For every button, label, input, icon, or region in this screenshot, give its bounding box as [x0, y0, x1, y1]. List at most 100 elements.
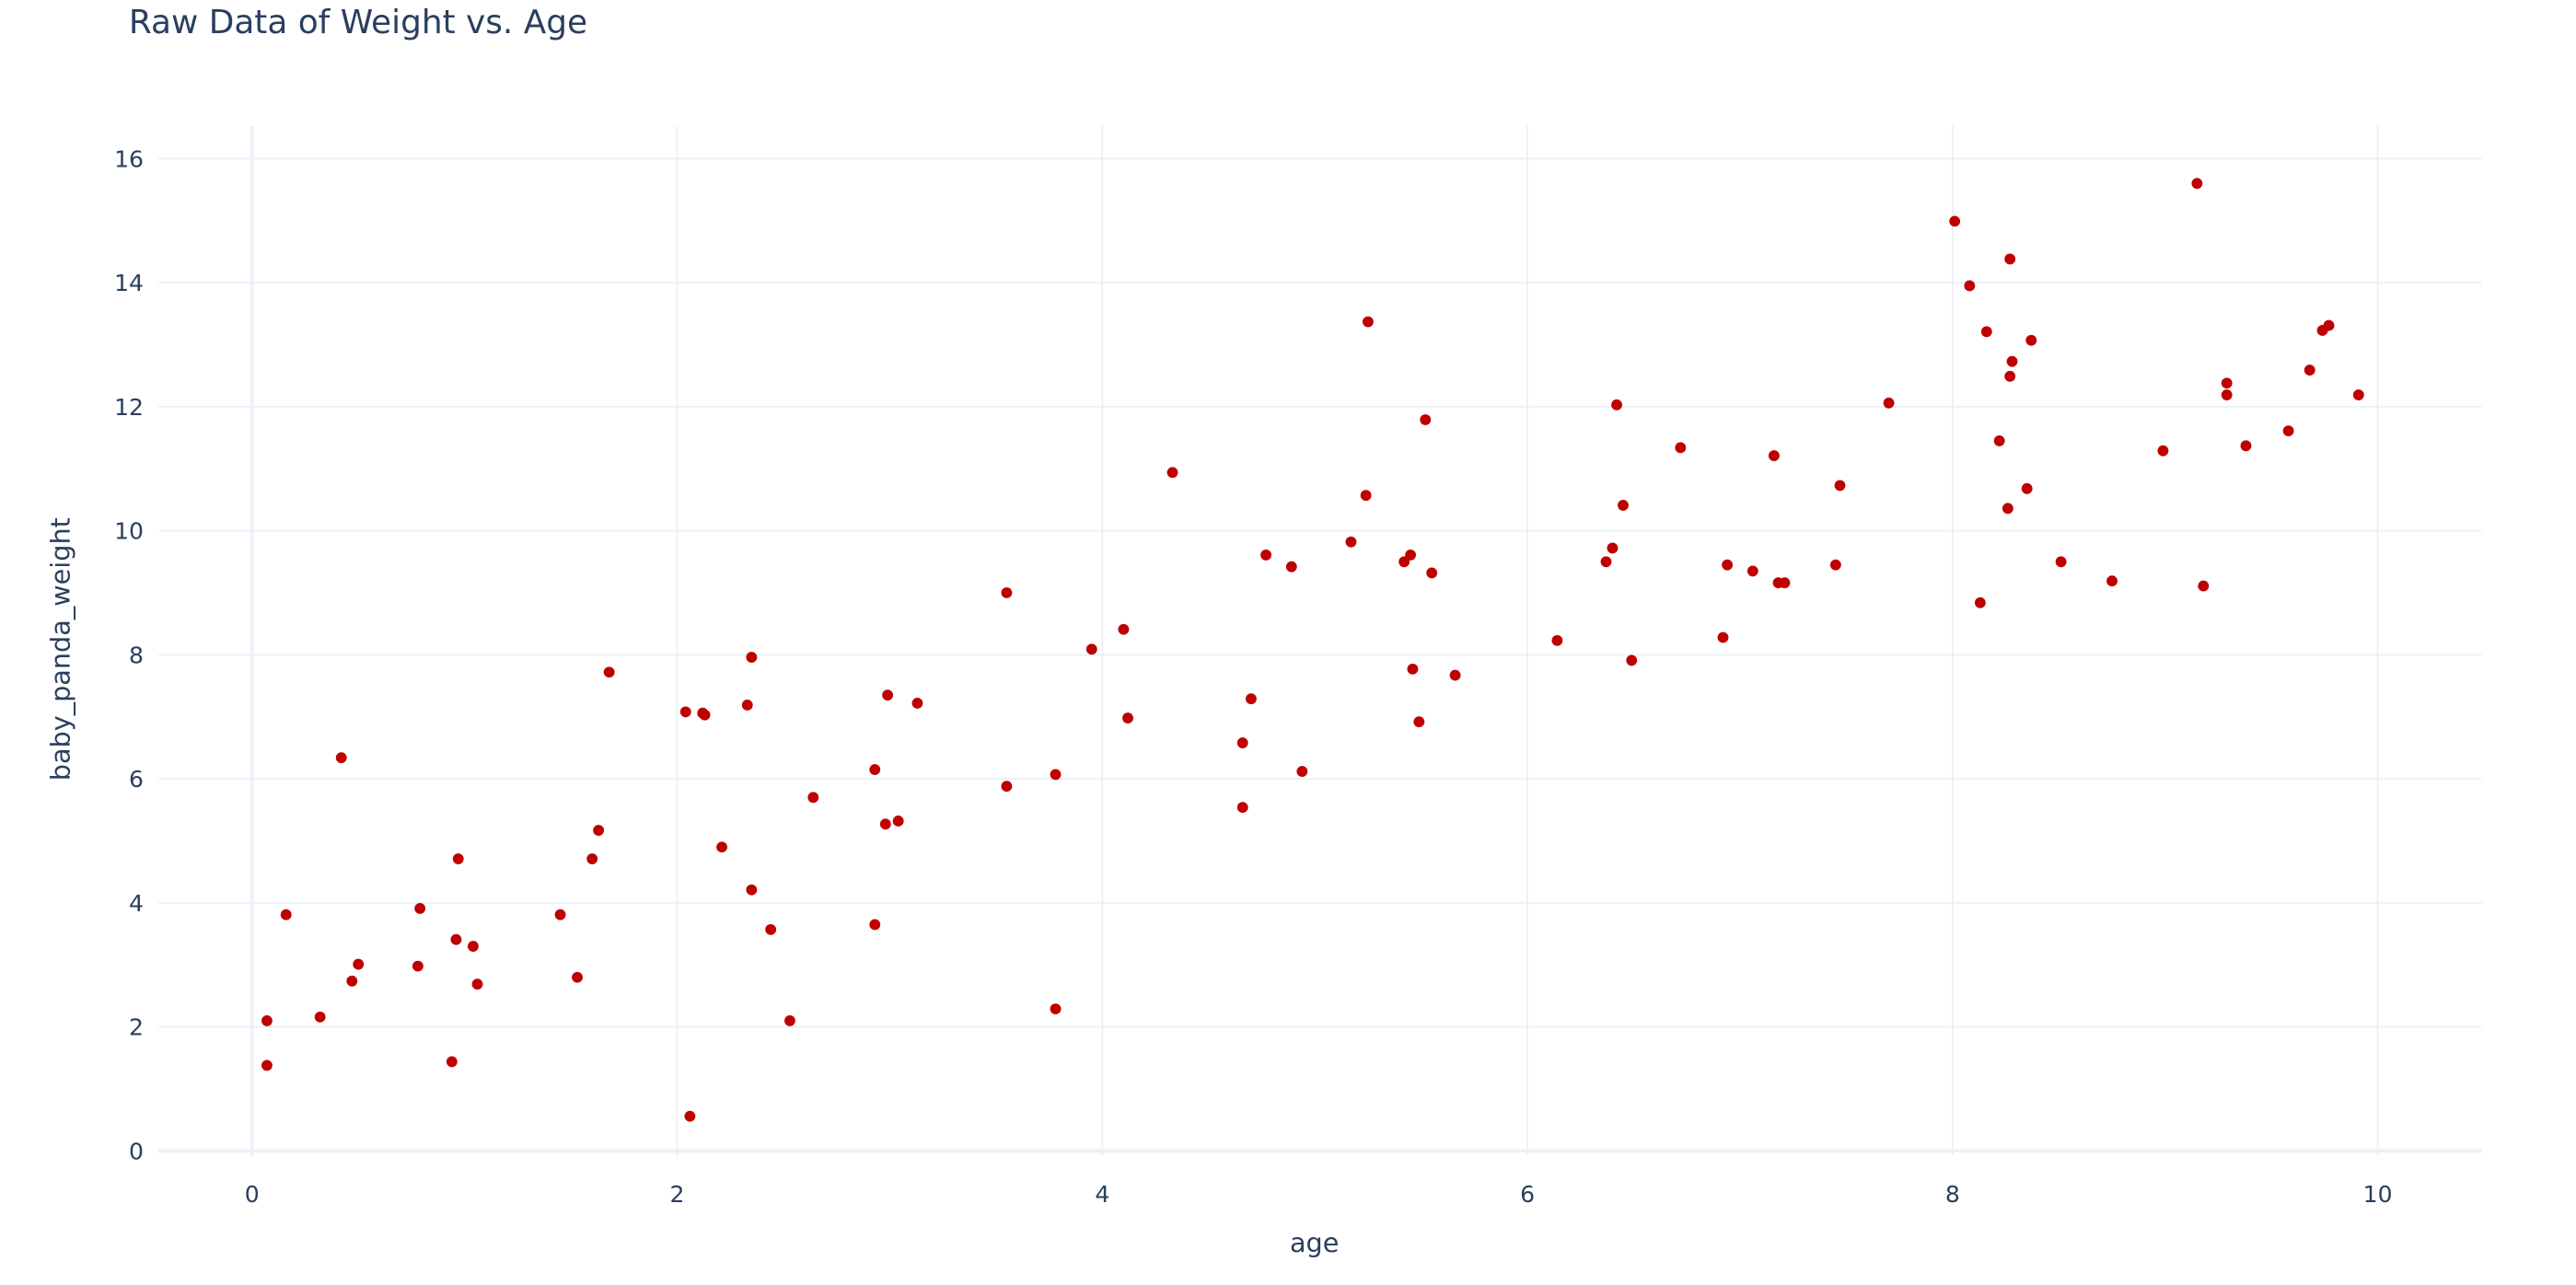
data-point[interactable] — [2004, 370, 2016, 382]
data-point[interactable] — [2002, 503, 2013, 515]
data-point[interactable] — [1449, 669, 1461, 681]
data-point[interactable] — [261, 1059, 273, 1071]
data-point[interactable] — [684, 1110, 696, 1122]
data-point[interactable] — [1722, 559, 1734, 571]
data-point[interactable] — [471, 978, 483, 990]
data-point[interactable] — [1949, 215, 1961, 227]
data-point[interactable] — [2221, 377, 2233, 389]
data-point[interactable] — [1964, 280, 1976, 292]
data-point[interactable] — [2240, 440, 2252, 452]
data-point[interactable] — [335, 752, 347, 764]
data-point[interactable] — [1122, 712, 1133, 724]
data-point[interactable] — [1611, 399, 1622, 411]
data-point[interactable] — [1420, 414, 1432, 425]
data-point[interactable] — [2198, 580, 2210, 592]
x-tick-label: 6 — [1520, 1181, 1535, 1208]
data-point[interactable] — [882, 689, 894, 701]
y-tick-label: 8 — [129, 642, 144, 668]
data-point[interactable] — [1746, 565, 1758, 577]
data-point[interactable] — [765, 923, 777, 935]
data-point[interactable] — [1345, 536, 1357, 548]
data-point[interactable] — [2025, 334, 2037, 346]
data-point[interactable] — [1883, 397, 1895, 409]
data-point[interactable] — [1296, 766, 1308, 777]
data-point[interactable] — [1405, 549, 1417, 561]
data-point[interactable] — [1050, 769, 1062, 781]
data-point[interactable] — [869, 764, 881, 775]
data-point[interactable] — [1363, 316, 1374, 328]
data-point[interactable] — [1974, 596, 1986, 608]
data-point[interactable] — [679, 706, 691, 718]
data-point[interactable] — [603, 666, 615, 678]
data-point[interactable] — [1600, 556, 1612, 568]
data-point[interactable] — [2303, 365, 2315, 376]
data-point[interactable] — [467, 941, 479, 952]
data-point[interactable] — [1993, 434, 2005, 446]
data-point[interactable] — [1085, 643, 1097, 655]
data-point[interactable] — [280, 909, 292, 920]
data-point[interactable] — [1618, 500, 1629, 511]
data-point[interactable] — [2323, 319, 2335, 331]
data-point[interactable] — [2282, 425, 2294, 437]
data-point[interactable] — [2221, 389, 2233, 400]
data-point[interactable] — [746, 884, 758, 896]
data-point[interactable] — [1426, 567, 1438, 579]
data-point[interactable] — [1980, 326, 1992, 338]
data-point[interactable] — [446, 1056, 458, 1068]
data-point[interactable] — [2106, 575, 2118, 587]
data-point[interactable] — [1398, 556, 1410, 568]
data-point[interactable] — [572, 971, 583, 983]
data-point[interactable] — [699, 709, 711, 721]
data-point[interactable] — [452, 853, 464, 864]
data-point[interactable] — [911, 698, 923, 709]
data-point[interactable] — [1285, 561, 1297, 573]
data-point[interactable] — [1407, 663, 1419, 675]
data-point[interactable] — [1607, 542, 1619, 554]
data-point[interactable] — [261, 1014, 273, 1026]
data-point[interactable] — [412, 960, 424, 972]
data-point[interactable] — [1166, 467, 1178, 479]
data-point[interactable] — [1675, 442, 1687, 454]
data-point[interactable] — [1779, 577, 1791, 589]
data-point[interactable] — [1413, 716, 1425, 728]
data-point[interactable] — [1829, 559, 1841, 571]
data-point[interactable] — [1360, 490, 1372, 502]
data-point[interactable] — [2021, 482, 2033, 494]
data-point[interactable] — [1050, 1003, 1062, 1015]
data-point[interactable] — [1236, 802, 1248, 814]
data-point[interactable] — [2004, 253, 2016, 265]
data-point[interactable] — [346, 975, 358, 987]
y-tick-label: 12 — [114, 394, 144, 421]
data-point[interactable] — [807, 792, 819, 804]
data-point[interactable] — [746, 652, 758, 663]
data-point[interactable] — [2055, 556, 2067, 568]
data-point[interactable] — [716, 841, 727, 853]
data-point[interactable] — [353, 958, 365, 970]
data-point[interactable] — [1001, 781, 1013, 793]
data-point[interactable] — [869, 919, 881, 931]
data-point[interactable] — [1834, 480, 1846, 492]
data-point[interactable] — [2157, 445, 2169, 457]
data-point[interactable] — [2352, 389, 2364, 400]
data-point[interactable] — [1260, 549, 1272, 561]
data-point[interactable] — [554, 909, 566, 920]
data-point[interactable] — [1717, 631, 1729, 643]
data-point[interactable] — [1551, 634, 1563, 646]
data-point[interactable] — [1768, 450, 1780, 461]
data-point[interactable] — [1001, 587, 1013, 598]
data-point[interactable] — [414, 903, 426, 914]
data-point[interactable] — [1246, 693, 1257, 705]
data-point[interactable] — [2006, 355, 2018, 367]
data-point[interactable] — [741, 700, 753, 711]
data-point[interactable] — [783, 1014, 795, 1026]
data-point[interactable] — [892, 816, 904, 827]
data-point[interactable] — [593, 825, 605, 836]
data-point[interactable] — [314, 1011, 326, 1023]
data-point[interactable] — [2191, 178, 2203, 190]
data-point[interactable] — [1236, 737, 1248, 748]
data-point[interactable] — [586, 853, 598, 864]
data-point[interactable] — [450, 933, 462, 945]
data-point[interactable] — [879, 818, 891, 830]
data-point[interactable] — [1118, 623, 1130, 635]
data-point[interactable] — [1626, 654, 1638, 666]
